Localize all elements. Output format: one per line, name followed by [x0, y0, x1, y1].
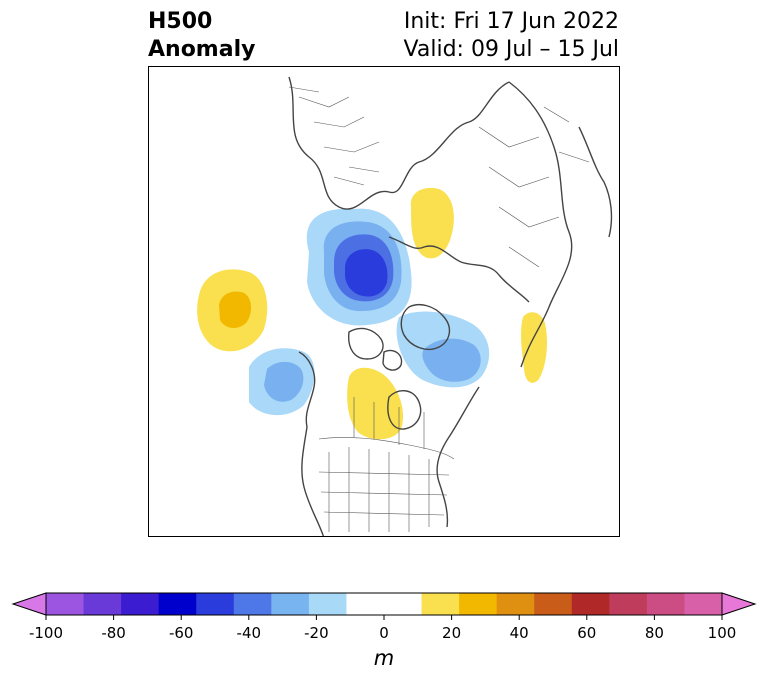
colorbar-segment	[496, 593, 535, 615]
colorbar-segment	[46, 593, 85, 615]
colorbar-tick-label: -100	[28, 624, 64, 642]
map-panel	[148, 66, 620, 537]
title-valid-range: Valid: 09 Jul – 15 Jul	[403, 37, 619, 62]
positive-anomaly-pacific-inner	[219, 291, 252, 329]
negative-anomaly-siberia-core	[345, 249, 388, 297]
positive-anomaly-scandinavia	[410, 187, 454, 259]
title-right: Init: Fri 17 Jun 2022 Valid: 09 Jul – 15…	[404, 8, 619, 64]
map-canvas	[197, 76, 613, 536]
colorbar-tick-marks	[45, 615, 723, 620]
canada-arctic-islands	[348, 327, 403, 371]
colorbar	[11, 592, 757, 620]
colorbar-segment	[384, 593, 423, 615]
alaska-coast	[298, 351, 316, 428]
colorbar-segment	[158, 593, 197, 615]
borders	[288, 86, 590, 532]
colorbar-tick-label: -80	[101, 624, 126, 642]
negative-anomaly-pacific-inner	[264, 361, 304, 402]
colorbar-segment	[196, 593, 235, 615]
arctic-russia-coast	[388, 236, 530, 303]
positive-anomaly-canada	[347, 367, 404, 440]
colorbar-tick-label: -40	[236, 624, 262, 642]
colorbar-tick-label: -60	[168, 624, 194, 642]
colorbar-tick-label: 80	[644, 624, 664, 642]
coastlines	[288, 76, 613, 536]
colorbar-segment	[571, 593, 610, 615]
title-field-type: Anomaly	[148, 37, 256, 62]
colorbar-segment	[534, 593, 573, 615]
colorbar-segment	[271, 593, 310, 615]
colorbar-segment	[684, 593, 723, 615]
title-init-date: Init: Fri 17 Jun 2022	[403, 9, 619, 34]
colorbar-unit-label: m	[373, 646, 395, 670]
negative-anomaly-greenland-inner	[422, 338, 481, 382]
colorbar-tick-label: 40	[509, 624, 529, 642]
colorbar-tick-label: 60	[577, 624, 597, 642]
north-america-west-coast	[301, 426, 325, 536]
greenland-coast	[400, 304, 451, 351]
hudson-bay	[387, 390, 422, 430]
colorbar-tick-label: 20	[442, 624, 462, 642]
east-asia-coast	[578, 126, 613, 238]
us-state-lines	[318, 447, 450, 532]
canada-provinces	[353, 397, 425, 449]
colorbar-segments	[46, 593, 723, 615]
colorbar-segment	[346, 593, 385, 615]
colorbar-segment	[308, 593, 347, 615]
colorbar-segment	[609, 593, 648, 615]
colorbar-segment	[421, 593, 460, 615]
colorbar-under-arrow	[11, 592, 47, 616]
colorbar-segment	[459, 593, 498, 615]
europe-coast	[288, 76, 510, 210]
colorbar-tick-label: -20	[304, 624, 329, 642]
positive-anomaly-atlantic	[521, 312, 547, 383]
europe-borders	[288, 86, 380, 186]
us-canada-border	[318, 437, 455, 460]
title-left: H500 Anomaly	[148, 8, 255, 64]
colorbar-tick-label: 0	[379, 624, 389, 642]
asia-coast	[508, 81, 573, 368]
colorbar-segment	[121, 593, 160, 615]
colorbar-tick-label: 100	[707, 624, 737, 642]
colorbar-over-arrow	[721, 592, 757, 616]
colorbar-segment	[83, 593, 122, 615]
north-america-east-coast	[436, 386, 480, 528]
colorbar-segment	[646, 593, 685, 615]
title-variable: H500	[148, 9, 213, 34]
colorbar-segment	[233, 593, 272, 615]
anomaly-contours	[197, 187, 547, 440]
asia-borders	[478, 106, 590, 268]
